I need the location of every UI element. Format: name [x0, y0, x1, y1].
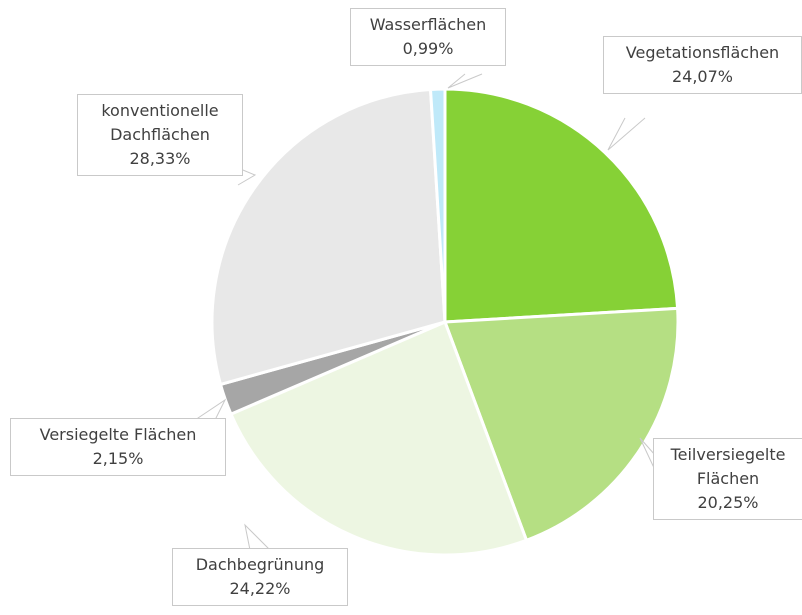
- label-name: Vegetationsflächen: [625, 43, 780, 62]
- data-label: Versiegelte Flächen 2,15%: [10, 418, 226, 476]
- label-value: 0,99%: [402, 39, 454, 58]
- label-value: 24,07%: [671, 67, 733, 86]
- slice: [228, 319, 529, 557]
- label-value: 20,25%: [697, 493, 759, 512]
- leader-line: [244, 523, 271, 551]
- slice: [442, 306, 680, 543]
- slice: [210, 87, 447, 387]
- label-value: 24,22%: [229, 579, 291, 598]
- label-value: 28,33%: [129, 149, 191, 168]
- leader-line: [607, 117, 646, 151]
- label-name: konventionelle Dachflächen: [101, 101, 219, 144]
- label-name: Teilversiegelte Flächen: [670, 445, 786, 488]
- label-value: 2,15%: [92, 449, 144, 468]
- data-label: konventionelle Dachflächen 28,33%: [77, 94, 243, 176]
- data-label: Vegetationsflächen 24,07%: [603, 36, 802, 94]
- data-label: Teilversiegelte Flächen 20,25%: [653, 438, 802, 520]
- leader-lines: [194, 73, 656, 551]
- data-label: Wasserflächen 0,99%: [350, 8, 506, 66]
- label-name: Wasserflächen: [369, 15, 487, 34]
- leader-line: [194, 398, 227, 421]
- pie: [210, 87, 680, 557]
- leader-line: [447, 73, 483, 89]
- slice: [443, 87, 680, 324]
- leader-line: [237, 167, 257, 186]
- label-name: Dachbegrünung: [195, 555, 325, 574]
- data-label: Dachbegrünung 24,22%: [172, 548, 348, 606]
- leader-line: [639, 437, 656, 471]
- slice: [428, 87, 447, 323]
- label-name: Versiegelte Flächen: [39, 425, 197, 444]
